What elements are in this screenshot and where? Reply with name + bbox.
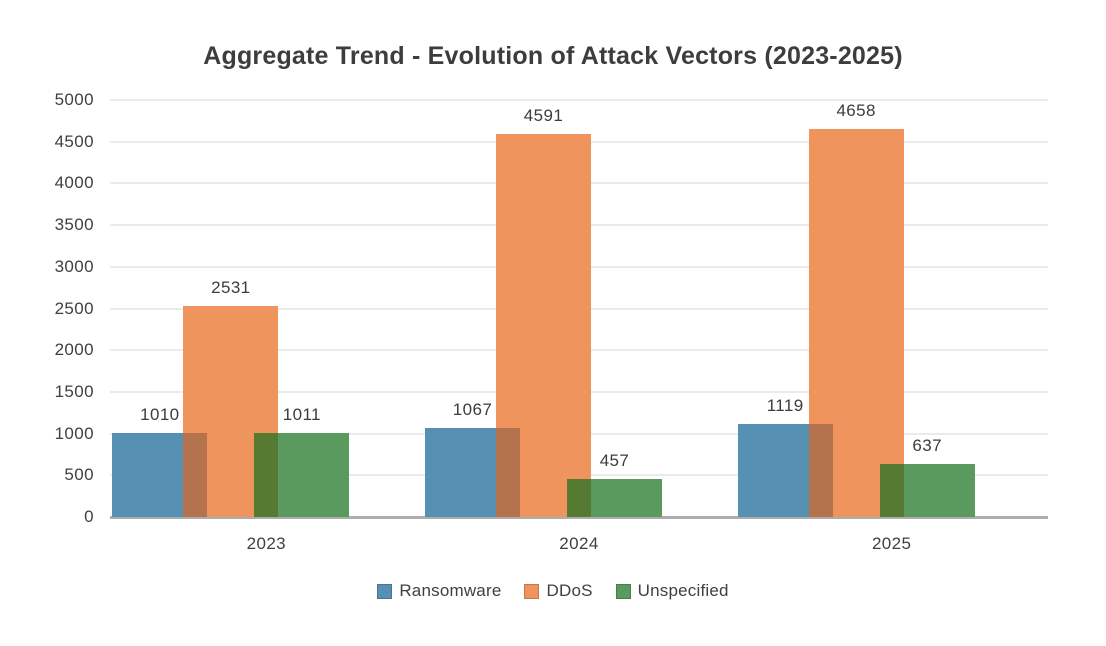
data-label-unspecified-2024: 457 [599,450,630,470]
y-tick-label: 1000 [54,423,94,443]
legend-item-ddos: DDoS [524,581,592,601]
y-tick-label: 4000 [54,173,94,193]
overlap-ransomware-ddos [496,428,520,517]
y-tick-label: 500 [64,465,94,485]
legend-swatch-icon [377,583,393,599]
data-label-ransomware-2023: 1010 [140,404,180,424]
y-tick-label: 5000 [54,90,94,109]
data-label-ddos-2024: 4591 [523,106,564,126]
legend-label: Unspecified [637,581,729,600]
data-label-ransomware-2025: 1119 [766,395,804,415]
x-axis-line [110,516,1048,519]
y-tick-label: 1500 [54,381,94,401]
x-axis-label: 2023 [246,534,287,553]
y-tick-label: 2000 [54,340,94,360]
legend-label: Ransomware [399,581,502,600]
legend-label: DDoS [546,581,593,600]
overlap-ransomware-ddos [183,432,208,517]
data-label-ddos-2025: 4658 [836,100,876,120]
data-label-unspecified-2023: 1011 [282,404,321,424]
data-label-ransomware-2024: 1067 [452,400,493,419]
y-tick-label: 2500 [54,298,94,318]
overlap-ddos-unspecified [879,463,904,517]
data-label-ddos-2023: 2531 [211,277,251,297]
legend: Ransomware DDoS Unspecified [0,581,1106,601]
chart-title: Aggregate Trend - Evolution of Attack Ve… [203,42,903,70]
y-tick-label: 0 [84,507,94,526]
legend-swatch-icon [524,583,540,599]
x-axis-label: 2024 [559,534,599,553]
data-label-unspecified-2025: 637 [912,435,942,455]
y-tick-label: 4500 [54,131,94,151]
y-tick-label: 3000 [54,256,94,276]
x-axis-label: 2025 [871,534,912,553]
legend-item-unspecified: Unspecified [615,581,729,601]
legend-swatch-icon [615,583,631,599]
gridline [110,99,1048,101]
overlap-ddos-unspecified [567,478,591,517]
legend-item-ransomware: Ransomware [377,581,501,601]
overlap-ddos-unspecified [254,432,279,517]
overlap-ransomware-ddos [808,423,833,517]
y-tick-label: 3500 [54,215,94,235]
